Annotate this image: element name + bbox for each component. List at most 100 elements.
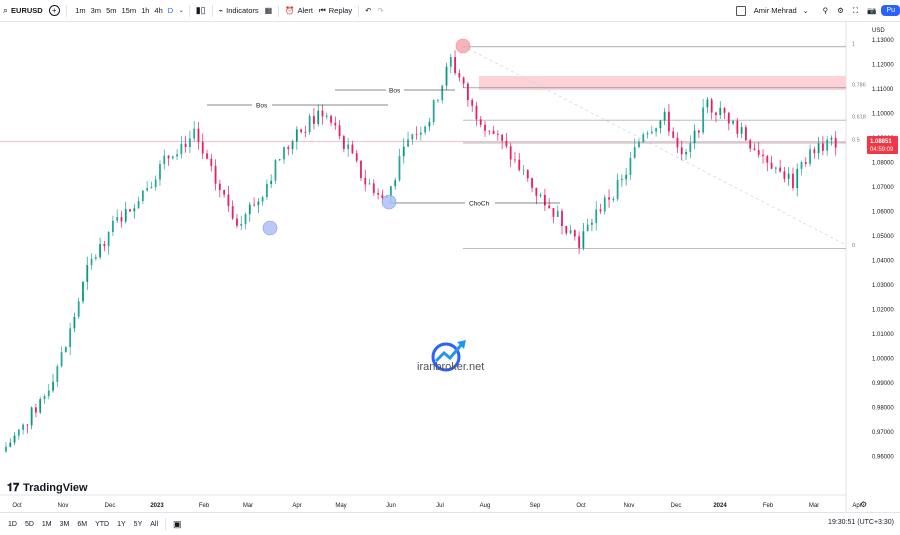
candle-up [325, 115, 328, 117]
quick-search-icon[interactable]: ⚲ [822, 6, 829, 15]
gear-icon[interactable]: ⚙ [837, 6, 844, 15]
candle-up [159, 164, 161, 180]
range-5d[interactable]: 5D [24, 520, 34, 528]
timeframe-3m[interactable]: 3m [90, 6, 102, 15]
candle-down [364, 178, 367, 185]
candle-up [124, 209, 127, 222]
range-1d[interactable]: 1D [8, 520, 17, 528]
range-all[interactable]: All [150, 520, 159, 528]
price-chart[interactable]: USD 1.130001.120001.110001.100001.090001… [0, 22, 900, 512]
candle-down [120, 216, 123, 222]
price-axis[interactable]: 1.130001.120001.110001.100001.090001.080… [872, 38, 894, 461]
range-6m[interactable]: 6M [77, 520, 88, 528]
fibonacci-retracement[interactable]: 1 0.786 0.618 0.5 0 [463, 41, 866, 249]
fullscreen-icon[interactable]: ⛶ [852, 5, 859, 15]
price-tick-label: 1.03000 [872, 283, 894, 289]
timeframe-1m[interactable]: 1m [75, 6, 86, 15]
candle-down [223, 189, 226, 195]
candle-up [39, 399, 42, 413]
user-name[interactable]: Amir Mehrad [753, 6, 797, 15]
candle-down [766, 156, 769, 163]
time-axis[interactable]: Oct Nov Dec 2023 Feb Mar Apr May Jun Jul Aug Sep Oct… [12, 503, 861, 509]
range-1m[interactable]: 1M [41, 520, 52, 528]
timeframe-15m[interactable]: 15m [121, 6, 137, 15]
gear-icon[interactable]: ⚙ [860, 500, 867, 509]
candle-down [103, 244, 106, 247]
candle-down [505, 140, 508, 147]
candle-up [154, 179, 157, 187]
chart-area[interactable]: USD 1.130001.120001.110001.100001.090001… [0, 22, 900, 512]
chevron-down-icon[interactable]: ⌄ [178, 8, 184, 14]
range-3m[interactable]: 3M [59, 520, 70, 528]
candle-up [283, 147, 285, 160]
swing-low-marker[interactable] [262, 220, 278, 236]
candle-down [355, 153, 358, 161]
timeframe-4h[interactable]: 4h [154, 6, 163, 15]
candle-up [638, 141, 640, 148]
candle-up [171, 156, 174, 159]
candle-down [300, 129, 303, 132]
candle-down [723, 107, 726, 113]
timeframe-5m[interactable]: 5m [106, 6, 117, 15]
symbol-search[interactable]: ⌕ EURUSD [0, 0, 46, 21]
indicators-button[interactable]: ⌁ Indicators [216, 0, 262, 21]
redo-button[interactable]: ↷ [374, 0, 386, 21]
candle-down [783, 171, 786, 179]
undo-button[interactable]: ↶ [362, 0, 374, 21]
compare-button[interactable]: + [46, 0, 63, 21]
candle-down [792, 173, 794, 189]
watermark-logo-icon [431, 342, 461, 372]
candle-up [655, 128, 657, 132]
bar-countdown: 04:59:09 [870, 147, 894, 153]
layout-checkbox-icon[interactable] [735, 5, 746, 16]
range-ytd[interactable]: YTD [95, 520, 110, 528]
calendar-icon[interactable]: ▣ [173, 518, 182, 529]
range-1y[interactable]: 1Y [117, 520, 126, 528]
candle-down [514, 159, 516, 161]
candle-down [749, 140, 752, 149]
candle-down [779, 167, 782, 172]
swing-high-marker[interactable] [455, 38, 471, 54]
alert-button[interactable]: ⏰ Alert [282, 0, 316, 21]
supply-zone[interactable] [479, 76, 846, 90]
candle-up [663, 111, 666, 121]
choch-label: ChoCh [469, 201, 490, 208]
candle-down [206, 153, 208, 159]
divider [211, 4, 213, 17]
candle-down [573, 230, 576, 237]
candle-up [441, 85, 444, 101]
replay-button[interactable]: ⏮ Replay [316, 0, 355, 21]
time-tick-label: Oct [576, 503, 586, 509]
goto-date-icon[interactable]: ⚙ [860, 500, 867, 509]
structure-lines: Bos Bos ChoCh [207, 86, 560, 208]
candle-up [437, 100, 439, 101]
fib-level-label: 0.618 [852, 115, 866, 121]
candle-up [659, 120, 662, 129]
publish-button[interactable]: Pu [881, 5, 900, 16]
candle-down [552, 208, 555, 217]
candle-down [834, 137, 837, 148]
alarm-clock-icon: ⏰ [285, 6, 295, 15]
replay-icon: ⏮ [319, 5, 326, 15]
fib-trend-line[interactable] [462, 45, 847, 246]
chart-type-button[interactable]: ▮▯ [193, 0, 209, 21]
camera-icon[interactable]: 📷 [867, 6, 877, 15]
clock-display[interactable]: 19:30:51 (UTC+3:30) [828, 519, 894, 526]
time-tick-label: Feb [199, 503, 210, 509]
timeframe-D[interactable]: D [167, 6, 174, 15]
candle-down [561, 210, 563, 226]
candle-down [727, 112, 730, 124]
candle-down [535, 187, 538, 196]
candle-up [539, 194, 542, 196]
candle-up [569, 230, 572, 234]
range-5y[interactable]: 5Y [133, 520, 143, 528]
timeframe-1h[interactable]: 1h [141, 6, 150, 15]
layouts-button[interactable]: ▦ [262, 0, 276, 21]
candle-down [321, 110, 324, 117]
chevron-down-icon[interactable]: ⌄ [802, 7, 809, 15]
swing-low-marker[interactable] [381, 194, 397, 210]
candle-down [334, 122, 337, 126]
candle-down [471, 99, 474, 106]
candle-up [64, 346, 67, 353]
candle-up [817, 143, 820, 154]
